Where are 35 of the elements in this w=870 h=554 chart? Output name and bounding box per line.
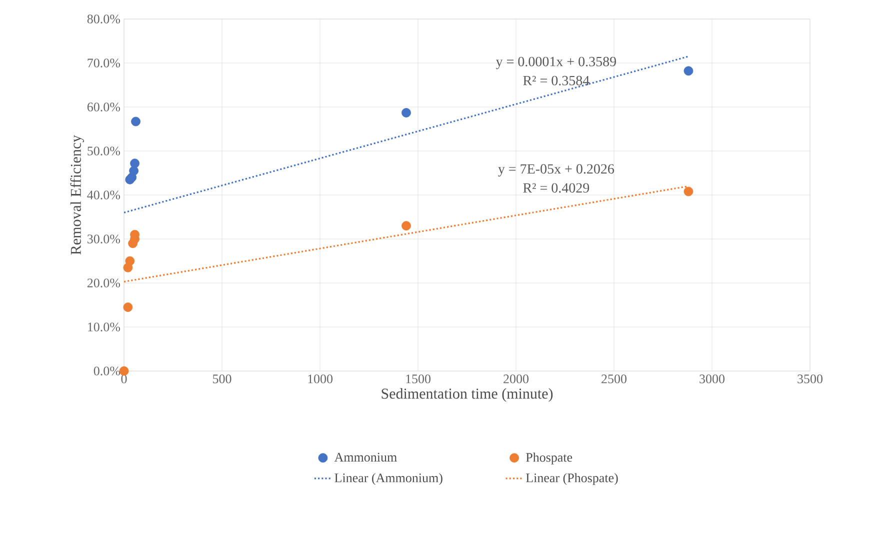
point [684, 186, 694, 196]
x-tick-label: 500 [213, 374, 232, 384]
annotation: y = 7E-05x + 0.2026 [498, 164, 614, 177]
legend-label: Linear (Ammonium) [334, 473, 442, 485]
y-tick-label: 60.0% [87, 102, 120, 112]
annotation: R² = 0.4029 [523, 183, 590, 193]
x-tick-label: 3500 [798, 374, 822, 384]
x-tick-label: 1500 [406, 374, 431, 384]
annotation: y = 0.0001x + 0.3589 [496, 56, 616, 70]
y-tick-label: 40.0% [87, 190, 120, 200]
y-tick-label: 50.0% [88, 146, 120, 156]
point [131, 116, 140, 126]
legend-label: Ammonium [334, 452, 397, 462]
annotation: R² = 0.3584 [523, 76, 590, 86]
point [125, 256, 135, 266]
legend-label: Linear (Phospate) [526, 473, 618, 485]
y-axis-title: Removal Efficiency [70, 134, 84, 255]
point [684, 66, 694, 76]
x-tick-label: 1000 [308, 374, 333, 384]
x-axis-title: Sedimentation time (minute) [382, 388, 553, 402]
x-tick-label: 2000 [504, 374, 529, 384]
y-tick-label: 20.0% [87, 278, 120, 288]
x-tick-label: 2500 [602, 374, 627, 384]
point [402, 221, 411, 230]
y-tick-label: 10.0% [88, 322, 120, 332]
point [130, 158, 140, 168]
legend-label: Phospate [526, 452, 572, 464]
y-tick-label: 30.0% [88, 234, 120, 244]
y-tick-label: 0.0% [94, 366, 120, 376]
point [123, 302, 133, 312]
y-tick-label: 80.0% [87, 14, 120, 24]
y-tick-label: 70.0% [88, 58, 120, 68]
point [129, 166, 139, 176]
point [402, 108, 411, 118]
x-tick-label: 3000 [700, 374, 725, 384]
